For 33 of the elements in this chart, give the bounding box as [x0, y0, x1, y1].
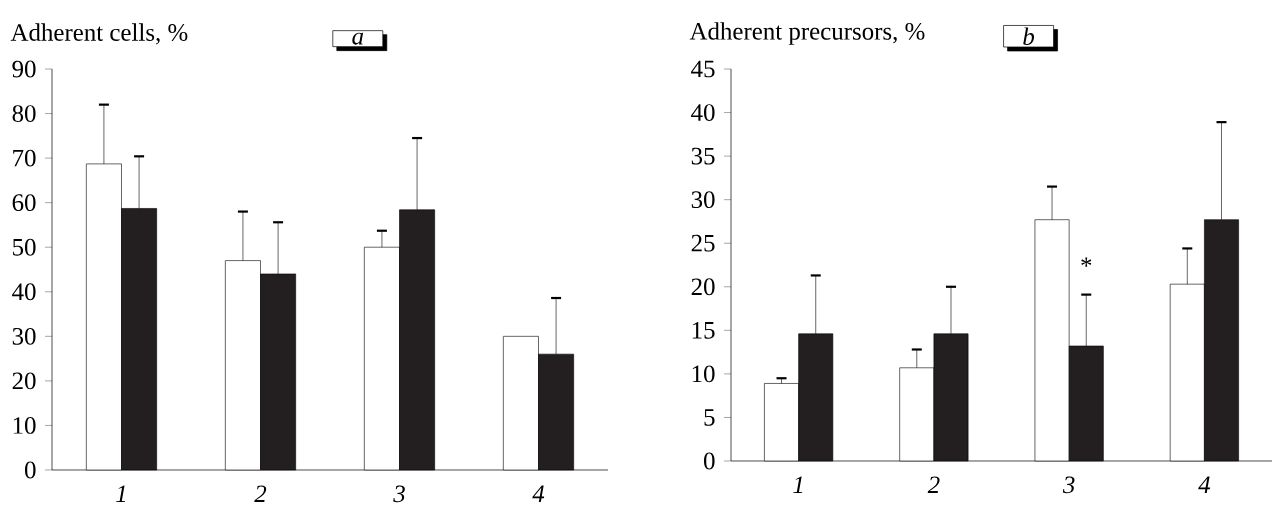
x-tick-label: 4	[1198, 476, 1211, 494]
y-tick-label: 40	[12, 283, 36, 301]
y-axis-title: Adherent precursors, %	[689, 22, 925, 46]
x-tick-label: 1	[116, 485, 126, 503]
y-tick-label: 0	[25, 461, 36, 479]
y-tick-label: 10	[13, 417, 36, 435]
y-tick-label: 45	[691, 60, 715, 78]
y-tick-label: 35	[691, 147, 715, 165]
x-tick-label: 3	[1062, 476, 1075, 494]
x-tick-label: 1	[793, 476, 803, 494]
y-tick-label: 50	[13, 239, 36, 256]
y-tick-label: 90	[12, 60, 36, 78]
x-tick-label: 2	[254, 485, 267, 503]
x-tick-label: 2	[927, 476, 940, 494]
y-tick-label: 40	[691, 104, 715, 122]
y-tick-label: 25	[691, 235, 715, 252]
y-tick-label: 30	[12, 328, 36, 345]
y-tick-label: 5	[704, 409, 715, 426]
y-axis-title: Adherent cells, %	[10, 23, 188, 45]
y-tick-label: 70	[13, 149, 36, 167]
y-tick-label: 20	[691, 278, 715, 296]
chart-title: b	[1023, 27, 1035, 46]
y-tick-label: 15	[692, 322, 715, 339]
y-tick-label: 30	[691, 191, 715, 209]
chart-title: a	[352, 32, 364, 45]
x-tick-label: 3	[393, 485, 405, 503]
annotation: *	[1081, 257, 1092, 267]
y-tick-label: 80	[12, 105, 36, 123]
y-tick-label: 10	[692, 365, 715, 383]
y-tick-label: 0	[704, 452, 715, 470]
y-tick-label: 60	[12, 194, 36, 212]
y-tick-label: 20	[12, 372, 36, 390]
x-tick-label: 4	[532, 485, 545, 503]
